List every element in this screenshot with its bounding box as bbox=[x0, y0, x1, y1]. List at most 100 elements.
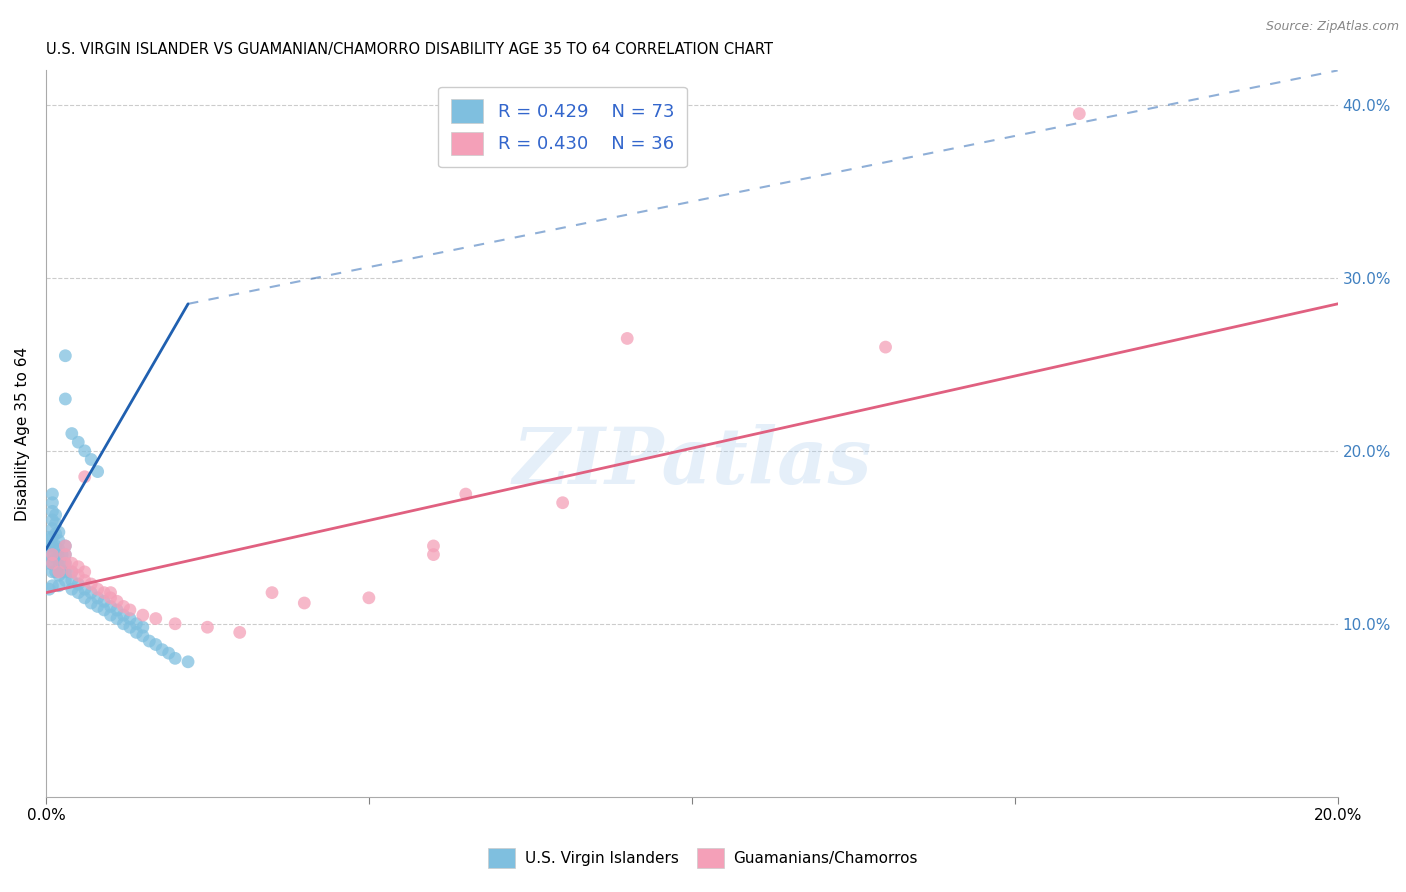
Point bbox=[53, 565, 76, 579]
Point bbox=[41, 556, 63, 570]
Y-axis label: Disability Age 35 to 64: Disability Age 35 to 64 bbox=[15, 346, 30, 521]
Point bbox=[228, 625, 250, 640]
Point bbox=[53, 392, 76, 406]
Point bbox=[112, 616, 135, 631]
Point bbox=[51, 548, 73, 562]
Point bbox=[41, 522, 63, 536]
Point bbox=[292, 596, 315, 610]
Point bbox=[41, 487, 63, 501]
Point bbox=[422, 539, 444, 553]
Point bbox=[132, 620, 155, 634]
Point bbox=[45, 526, 67, 541]
Text: ZIPatlas: ZIPatlas bbox=[512, 425, 872, 500]
Point bbox=[177, 655, 200, 669]
Legend: U.S. Virgin Islanders, Guamanians/Chamorros: U.S. Virgin Islanders, Guamanians/Chamor… bbox=[482, 842, 924, 873]
Point bbox=[38, 539, 60, 553]
Point bbox=[157, 646, 180, 660]
Point bbox=[67, 435, 90, 450]
Legend: R = 0.429    N = 73, R = 0.430    N = 36: R = 0.429 N = 73, R = 0.430 N = 36 bbox=[439, 87, 688, 168]
Point bbox=[1069, 106, 1091, 120]
Point bbox=[118, 603, 141, 617]
Point bbox=[53, 556, 76, 570]
Point bbox=[73, 565, 96, 579]
Point bbox=[53, 349, 76, 363]
Point bbox=[260, 585, 283, 599]
Point bbox=[73, 443, 96, 458]
Point bbox=[357, 591, 380, 605]
Point bbox=[105, 603, 128, 617]
Point bbox=[93, 585, 115, 599]
Point bbox=[132, 608, 155, 623]
Point bbox=[53, 548, 76, 562]
Point bbox=[67, 568, 90, 582]
Point bbox=[100, 591, 122, 605]
Point bbox=[53, 539, 76, 553]
Point bbox=[60, 582, 83, 597]
Point bbox=[53, 556, 76, 570]
Point bbox=[73, 591, 96, 605]
Point bbox=[616, 331, 638, 345]
Point bbox=[38, 582, 60, 597]
Point bbox=[105, 611, 128, 625]
Point bbox=[41, 579, 63, 593]
Point bbox=[73, 574, 96, 588]
Point bbox=[41, 548, 63, 562]
Point bbox=[86, 591, 108, 605]
Point bbox=[100, 599, 122, 614]
Point bbox=[41, 496, 63, 510]
Point bbox=[551, 496, 574, 510]
Point bbox=[86, 465, 108, 479]
Point bbox=[197, 620, 219, 634]
Text: Source: ZipAtlas.com: Source: ZipAtlas.com bbox=[1265, 20, 1399, 33]
Point bbox=[60, 565, 83, 579]
Point bbox=[80, 452, 103, 467]
Point bbox=[60, 556, 83, 570]
Point bbox=[165, 651, 187, 665]
Point bbox=[41, 530, 63, 544]
Point bbox=[118, 611, 141, 625]
Point bbox=[41, 539, 63, 553]
Point bbox=[45, 516, 67, 531]
Point bbox=[45, 508, 67, 522]
Point bbox=[38, 556, 60, 570]
Point bbox=[100, 585, 122, 599]
Point bbox=[454, 487, 477, 501]
Point bbox=[53, 548, 76, 562]
Point bbox=[67, 559, 90, 574]
Point bbox=[138, 634, 160, 648]
Point bbox=[60, 565, 83, 579]
Point bbox=[105, 594, 128, 608]
Point bbox=[48, 525, 70, 540]
Point bbox=[51, 556, 73, 570]
Point bbox=[48, 551, 70, 566]
Point bbox=[60, 574, 83, 588]
Point bbox=[41, 565, 63, 579]
Point bbox=[48, 533, 70, 548]
Point bbox=[125, 616, 148, 631]
Point bbox=[112, 599, 135, 614]
Point bbox=[53, 539, 76, 553]
Point bbox=[80, 577, 103, 591]
Point bbox=[86, 599, 108, 614]
Point bbox=[45, 551, 67, 566]
Point bbox=[125, 625, 148, 640]
Point bbox=[41, 556, 63, 570]
Point bbox=[48, 579, 70, 593]
Point bbox=[93, 603, 115, 617]
Point bbox=[150, 642, 173, 657]
Point bbox=[48, 559, 70, 574]
Point bbox=[38, 530, 60, 544]
Point bbox=[80, 585, 103, 599]
Point bbox=[45, 539, 67, 553]
Point bbox=[73, 582, 96, 597]
Point bbox=[41, 513, 63, 527]
Point bbox=[80, 596, 103, 610]
Point bbox=[165, 616, 187, 631]
Point bbox=[53, 574, 76, 588]
Point bbox=[60, 426, 83, 441]
Point bbox=[112, 608, 135, 623]
Point bbox=[93, 594, 115, 608]
Point bbox=[45, 565, 67, 579]
Point bbox=[67, 585, 90, 599]
Point bbox=[48, 542, 70, 557]
